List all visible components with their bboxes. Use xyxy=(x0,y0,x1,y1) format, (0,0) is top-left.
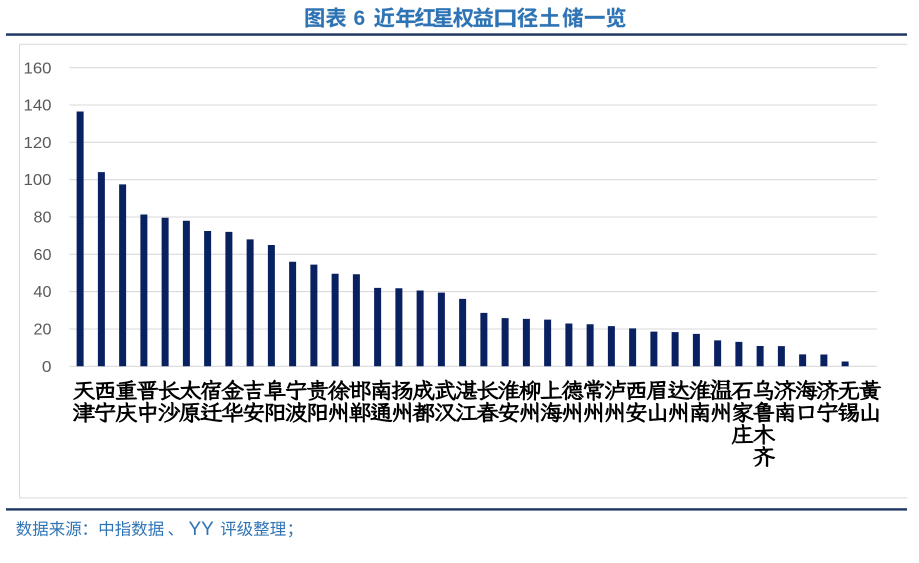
svg-text:0: 0 xyxy=(42,359,52,376)
svg-text:20: 20 xyxy=(34,322,52,339)
svg-text:160: 160 xyxy=(24,60,52,77)
svg-text:40: 40 xyxy=(34,284,52,301)
svg-text:100: 100 xyxy=(24,172,52,189)
svg-text:YY: YY xyxy=(189,519,215,540)
svg-text:60: 60 xyxy=(34,247,52,264)
svg-text:6: 6 xyxy=(354,7,366,30)
svg-text:120: 120 xyxy=(24,135,52,152)
svg-text:140: 140 xyxy=(24,98,52,115)
svg-text:80: 80 xyxy=(34,210,52,227)
